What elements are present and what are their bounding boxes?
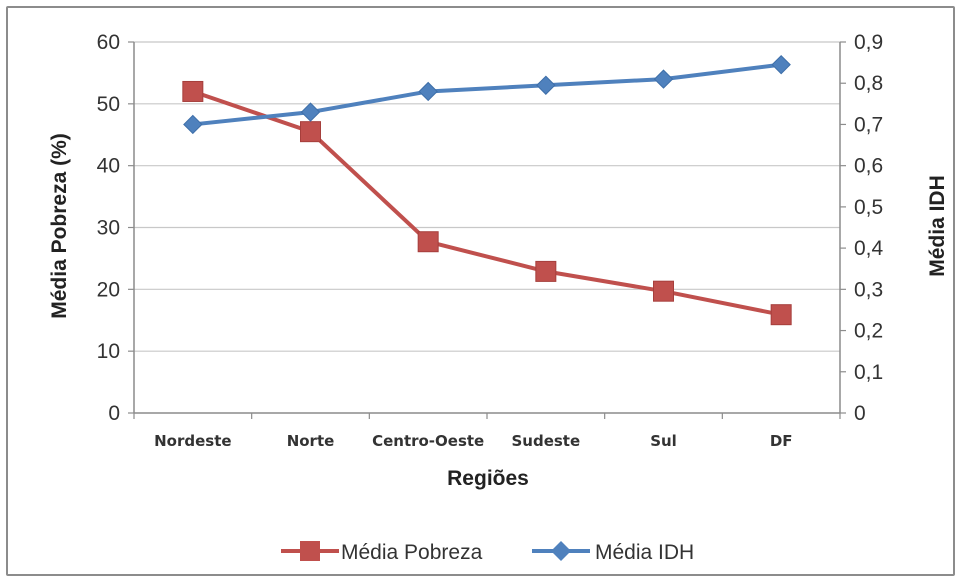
data-point	[771, 54, 791, 75]
right-tick-label: 0,1	[854, 361, 883, 384]
data-point	[770, 304, 792, 326]
legend-marker-diamond	[551, 541, 571, 561]
legend-marker-square	[300, 541, 320, 561]
x-tick-label: Centro-Oeste	[372, 432, 484, 450]
series-pobreza	[182, 80, 792, 326]
data-point	[300, 102, 321, 122]
right-tick-label: 0,2	[854, 320, 883, 343]
left-tick-label: 60	[97, 31, 120, 54]
gridlines	[134, 41, 840, 352]
legend-item-pobreza: Média Pobreza	[281, 541, 483, 564]
data-point	[653, 69, 674, 89]
x-axis-ticks: Nordeste Norte Centro-Oeste Sudeste Sul DF	[133, 413, 841, 450]
series-layer	[182, 54, 792, 326]
data-point	[182, 80, 204, 102]
right-tick-label: 0,9	[854, 31, 883, 54]
left-tick-label: 30	[97, 217, 120, 240]
data-point	[536, 75, 556, 95]
left-tick-label: 40	[97, 155, 120, 178]
left-tick-label: 20	[97, 278, 120, 301]
left-axis-ticks: 0 10 20 30 40 50 60	[97, 31, 134, 425]
legend: Média Pobreza Média IDH	[281, 541, 694, 564]
right-tick-label: 0,4	[854, 237, 884, 260]
series-line	[192, 62, 782, 127]
left-tick-label: 10	[97, 340, 120, 363]
legend-item-idh: Média IDH	[532, 541, 694, 564]
y-axis-title: Média Pobreza (%)	[48, 133, 71, 319]
series-idh	[183, 54, 791, 135]
legend-label-idh: Média IDH	[595, 541, 694, 564]
x-tick-label: Sudeste	[511, 432, 580, 450]
right-tick-label: 0,8	[854, 72, 883, 95]
x-axis-title: Regiões	[447, 467, 529, 490]
data-point	[300, 121, 321, 143]
x-tick-label: DF	[770, 432, 793, 450]
data-point	[418, 81, 438, 102]
right-tick-label: 0,7	[854, 113, 883, 136]
data-point	[183, 114, 203, 135]
chart-frame	[6, 6, 955, 576]
left-tick-label: 50	[97, 93, 120, 116]
y2-axis-title: Média IDH	[926, 175, 949, 277]
right-tick-label: 0,5	[854, 196, 883, 219]
x-tick-label: Nordeste	[154, 432, 231, 450]
data-point	[653, 280, 674, 302]
x-tick-label: Sul	[650, 432, 677, 450]
series-line	[192, 89, 782, 317]
right-tick-label: 0	[854, 402, 866, 425]
x-tick-label: Norte	[287, 432, 335, 450]
data-point	[535, 260, 557, 282]
legend-label-pobreza: Média Pobreza	[341, 541, 483, 564]
left-tick-label: 0	[108, 402, 120, 425]
right-tick-label: 0,3	[854, 278, 883, 301]
right-axis-ticks: 0 0,1 0,2 0,3 0,4 0,5 0,6 0,7 0,8 0,9	[840, 31, 884, 425]
right-tick-label: 0,6	[854, 155, 883, 178]
data-point	[417, 231, 439, 253]
